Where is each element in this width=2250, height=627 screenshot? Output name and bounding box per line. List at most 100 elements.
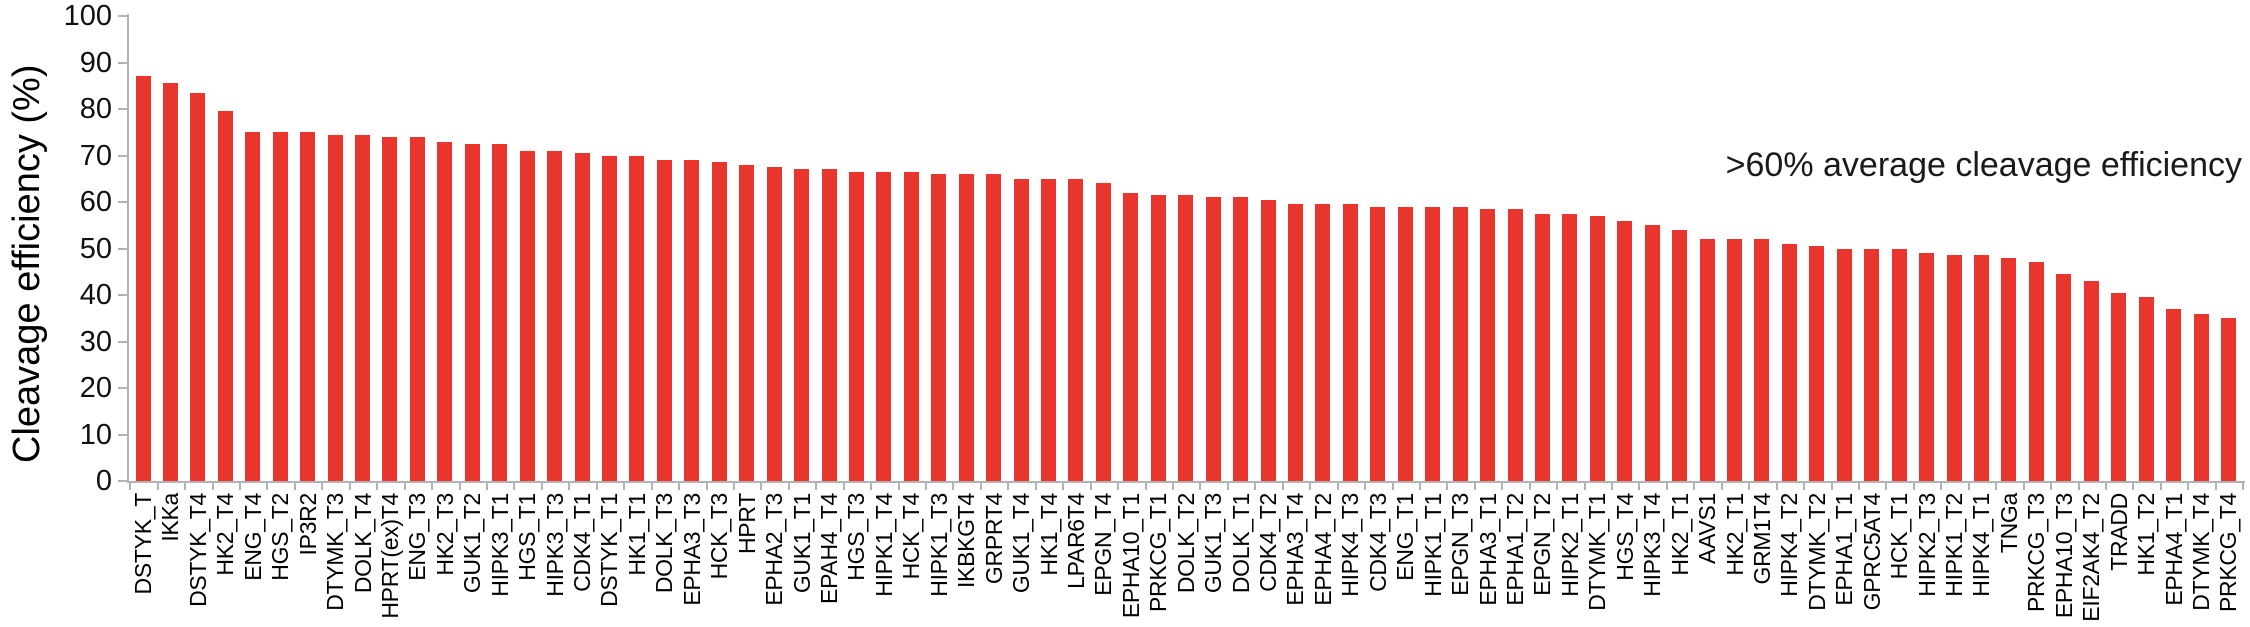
- bar-HGS_T4: [1617, 220, 1633, 481]
- x-tick-label: EPHA10_T3: [2050, 493, 2077, 619]
- x-tick-label: DTYMK_T2: [1803, 493, 1830, 611]
- x-tick: [760, 483, 763, 490]
- y-tick-label: 80: [79, 93, 112, 125]
- bar-EPHA4_T1: [2166, 308, 2182, 481]
- x-tick: [1858, 483, 1860, 490]
- x-tick-label: GUK1_T3: [1200, 493, 1227, 594]
- x-tick-label: ENG_T3: [404, 493, 431, 581]
- bar-CDK4_T2: [1260, 199, 1276, 481]
- x-tick-label: HGS_T2: [267, 493, 294, 581]
- x-tick-label: IKKa: [157, 493, 184, 542]
- x-tick: [266, 483, 269, 490]
- bar-HIPK4_T3: [1342, 204, 1358, 481]
- x-tick: [1418, 483, 1421, 490]
- bar-PRKCG_T1: [1150, 195, 1166, 481]
- y-tick-label: 0: [95, 465, 112, 497]
- x-tick-label: EPGN_T2: [1529, 493, 1556, 596]
- x-tick-label: HK2_T1: [1666, 493, 1693, 576]
- x-tick-label: HCK_T4: [898, 493, 925, 580]
- x-tick: [678, 483, 681, 490]
- bar-DTYMK_T2: [1809, 246, 1825, 481]
- x-tick: [1473, 483, 1476, 490]
- x-tick-label: CDK4_T1: [569, 493, 596, 592]
- x-tick-label: HIPK3_T3: [541, 493, 568, 597]
- x-tick: [239, 483, 242, 490]
- x-tick: [403, 483, 406, 490]
- bar-EPHA3_T3: [684, 160, 700, 481]
- x-tick-label: DSTYK_T: [130, 493, 156, 595]
- bar-TNGa: [2001, 257, 2017, 481]
- x-tick-label: PRKCG_T4: [2215, 493, 2242, 613]
- x-tick-label: DTYMK_T1: [1584, 493, 1611, 611]
- x-tick-label: EPHA3_T1: [1474, 493, 1501, 606]
- x-tick-label: HIPK4_T2: [1776, 493, 1803, 597]
- x-tick-label: TNGa: [1995, 493, 2022, 554]
- bar-IKBKGT4: [958, 174, 974, 481]
- x-tick: [321, 483, 324, 490]
- x-tick-label: EPGN_T4: [1090, 493, 1117, 596]
- bar-PRKCG_T4: [2220, 318, 2236, 481]
- y-tick: [118, 61, 127, 64]
- bar-DOLK_T4: [355, 134, 371, 481]
- x-tick: [129, 483, 132, 490]
- y-tick-label: 50: [79, 232, 112, 265]
- bar-EPHA3_T1: [1480, 208, 1496, 481]
- x-tick: [952, 483, 955, 490]
- x-tick-label: AAVS1: [1694, 493, 1721, 564]
- x-tick: [1967, 483, 1970, 490]
- x-tick: [486, 483, 488, 490]
- x-tick: [842, 483, 845, 490]
- y-axis-line: [127, 14, 129, 483]
- bar-DOLK_T3: [656, 160, 672, 481]
- x-tick-label: HK2_T3: [431, 493, 458, 576]
- y-tick: [118, 154, 127, 157]
- x-tick: [376, 483, 379, 490]
- x-tick-label: DOLK_T2: [1172, 493, 1199, 594]
- bar-HCK_T3: [711, 162, 727, 481]
- bar-DSTYK_T: [135, 76, 151, 481]
- x-tick: [1611, 483, 1614, 490]
- bar-GUK1_T2: [464, 143, 480, 481]
- x-tick: [431, 483, 434, 490]
- bar-HCK_T4: [903, 171, 919, 481]
- bar-EPHA2_T3: [766, 167, 782, 481]
- x-tick-label: HIPK3_T1: [486, 493, 513, 597]
- bar-GRM1T4: [1754, 239, 1770, 481]
- bar-DOLK_T1: [1233, 197, 1249, 481]
- x-tick: [1638, 483, 1641, 490]
- bar-HGS_T2: [272, 132, 288, 481]
- bar-DSTYK_T4: [190, 92, 206, 481]
- x-tick-label: CDK4_T3: [1364, 493, 1391, 592]
- bar-DTYMK_T3: [327, 134, 343, 481]
- annotation-text: >60% average cleavage efficiency: [1725, 146, 2242, 184]
- bar-HIPK1_T4: [876, 171, 892, 481]
- x-tick: [1748, 483, 1751, 490]
- x-tick: [897, 483, 900, 490]
- x-tick-label: HK1_T4: [1035, 493, 1062, 576]
- x-tick-label: DTYMK_T3: [322, 493, 349, 611]
- y-tick: [118, 201, 127, 203]
- x-tick: [815, 483, 818, 490]
- y-tick-label: 40: [79, 279, 112, 311]
- x-tick: [595, 483, 598, 490]
- x-tick-label: LPAR6T4: [1062, 493, 1089, 589]
- bar-EPHA1_T2: [1507, 208, 1523, 481]
- bar-EPGN_T3: [1452, 206, 1468, 481]
- x-tick: [1007, 483, 1010, 490]
- bar-HK2_T3: [437, 141, 453, 481]
- y-tick: [118, 247, 127, 250]
- bar-GUK1_T1: [794, 169, 810, 481]
- bar-EIF2AK4_T2: [2083, 281, 2099, 481]
- x-tick-label: GUK1_T1: [788, 493, 815, 594]
- x-tick: [1254, 483, 1257, 490]
- x-tick-label: HGS_T1: [514, 493, 541, 581]
- x-tick: [1446, 483, 1449, 490]
- y-tick: [118, 15, 127, 17]
- bar-HIPK1_T2: [1946, 255, 1962, 481]
- x-tick: [1034, 483, 1037, 490]
- bar-HIPK1_T3: [931, 174, 947, 481]
- bar-IP3R2: [300, 132, 316, 481]
- x-tick-label: HCK_T1: [1886, 493, 1913, 580]
- bar-GRPRT4: [986, 174, 1002, 481]
